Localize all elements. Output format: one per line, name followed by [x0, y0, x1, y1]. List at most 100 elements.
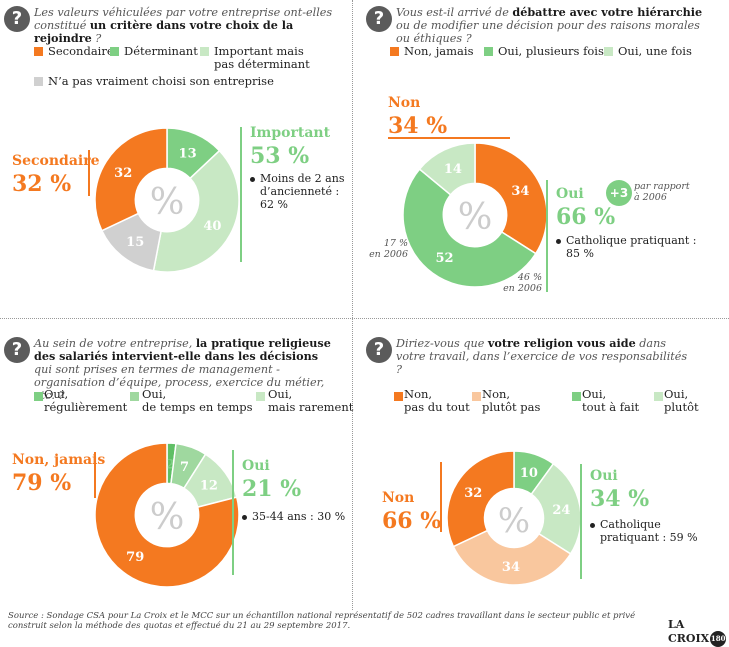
donut-chart-1: 13 40 15 32%: [94, 127, 240, 273]
callout-value: 66 %: [556, 204, 616, 230]
note-1: Moins de 2 ans d’ancienneté : 62 %: [250, 172, 344, 211]
callout-value: 34 %: [590, 486, 650, 512]
legend-label: Oui, plutôt: [664, 387, 699, 414]
legend-label: Important mais pas déterminant: [214, 44, 310, 71]
legend-label: Déterminant: [124, 44, 198, 58]
donut-chart-4: 10 24 34 32%: [446, 450, 582, 586]
legend-label: Oui, de temps en temps: [142, 387, 253, 414]
accent-bar: [546, 180, 548, 292]
donut-slice: [94, 127, 168, 232]
callout-title: Non: [382, 490, 415, 506]
legend-swatch: [256, 392, 265, 401]
callout-right-1: Important 53 %: [250, 125, 330, 169]
legend-swatch: [34, 392, 43, 401]
slice-value-label: 24: [552, 503, 570, 518]
callout-title: Oui: [242, 458, 270, 474]
slice-value-label: 13: [179, 146, 197, 161]
callout-title: Non: [388, 95, 421, 111]
donut-slice: [418, 142, 476, 196]
callout-left-3: Non, jamais 79 %: [12, 452, 105, 496]
accent-bar: [94, 452, 96, 498]
legend-label: Oui, une fois: [618, 44, 692, 58]
callout-right-4: Oui 34 %: [590, 468, 649, 512]
question-icon: ?: [366, 337, 392, 363]
logo: LA CROIX 180: [668, 618, 729, 647]
accent-bar: [232, 450, 234, 575]
note-2: Catholique pratiquant : 85 %: [556, 234, 696, 260]
slice-value-label: 15: [126, 235, 144, 250]
legend-label: Secondaire: [48, 44, 114, 58]
note-text: Catholique pratiquant : 85 %: [566, 234, 697, 260]
donut-slice: [446, 450, 515, 548]
legend-swatch: [604, 47, 613, 56]
question-4: Diriez-vous que votre religion vous aide…: [396, 336, 688, 377]
legend-swatch: [34, 77, 43, 86]
donut-slice: [402, 168, 537, 288]
slice-value-label: 79: [126, 550, 144, 565]
legend-swatch: [484, 47, 493, 56]
slice-value-label: 10: [520, 466, 538, 481]
question-1: Les valeurs véhiculées par votre entrepr…: [34, 6, 333, 45]
logo-name: LA CROIX: [668, 618, 710, 645]
plus-note: par rapport à 2006: [634, 181, 690, 203]
legend-label: N’a pas vraiment choisi son entreprise: [48, 74, 274, 88]
callout-left-4: Non 66 %: [382, 490, 441, 534]
accent-line: [388, 137, 510, 139]
legend-swatch: [200, 47, 209, 56]
callout-value: 53 %: [250, 143, 310, 169]
callout-title: Oui: [556, 186, 584, 202]
accent-bar: [440, 462, 442, 532]
slice-value-label: 52: [435, 251, 453, 266]
legend-swatch: [34, 47, 43, 56]
question-icon: ?: [366, 6, 392, 32]
question-icon: ?: [4, 337, 30, 363]
callout-title: Oui: [590, 468, 618, 484]
percent-watermark: %: [498, 501, 530, 540]
legend-swatch: [654, 392, 663, 401]
percent-watermark: %: [458, 195, 493, 238]
legend-label: Oui, mais rarement: [268, 387, 354, 414]
legend-swatch: [572, 392, 581, 401]
percent-watermark: %: [150, 495, 185, 538]
callout-right-3: Oui 21 %: [242, 458, 301, 502]
callout-title: Secondaire: [12, 153, 100, 169]
question-icon: ?: [4, 6, 30, 32]
bullet-dot: [242, 514, 247, 520]
legend-swatch: [110, 47, 119, 56]
percent-watermark: %: [150, 180, 185, 223]
slice-value-label: 34: [502, 560, 520, 575]
callout-value: 79 %: [12, 470, 72, 496]
legend-label: Non, pas du tout: [404, 387, 470, 414]
accent-bar: [88, 150, 90, 196]
donut-slice: [94, 442, 240, 588]
legend-swatch: [390, 47, 399, 56]
donut-slice: [452, 529, 572, 586]
annotation-2006-a: 17 % en 2006: [369, 238, 408, 260]
callout-left-1: Secondaire 32 %: [12, 153, 100, 197]
legend-label: Oui, tout à fait: [582, 387, 640, 414]
donut-chart-2: 34 52 14%: [402, 142, 548, 288]
slice-value-label: 34: [511, 184, 529, 199]
note-3: 35-44 ans : 30 %: [242, 510, 345, 523]
callout-title: Important: [250, 125, 331, 141]
vertical-divider: [352, 0, 354, 610]
callout-left-2: Non 34 %: [388, 95, 447, 139]
note-text: Moins de 2 ans d’ancienneté : 62 %: [260, 172, 345, 211]
callout-value: 34 %: [388, 113, 448, 139]
question-3: Au sein de votre entreprise, la pratique…: [34, 336, 331, 403]
legend-label: Non, plutôt pas: [482, 387, 541, 414]
annotation-2006-b: 46 % en 2006: [503, 272, 542, 294]
callout-right-2: Oui 66 %: [556, 186, 615, 230]
legend-swatch: [130, 392, 139, 401]
donut-slice: [530, 462, 582, 555]
accent-bar: [240, 127, 242, 262]
legend-label: Oui, plusieurs fois: [498, 44, 604, 58]
bullet-dot: [590, 522, 595, 528]
callout-title: Non, jamais: [12, 452, 106, 468]
slice-value-label: 12: [200, 479, 218, 494]
horizontal-divider: [0, 318, 729, 320]
callout-value: 21 %: [242, 476, 302, 502]
note-4: Catholique pratiquant : 59 %: [590, 518, 698, 544]
plus-badge: +3: [606, 180, 632, 206]
bullet-dot: [556, 238, 561, 244]
